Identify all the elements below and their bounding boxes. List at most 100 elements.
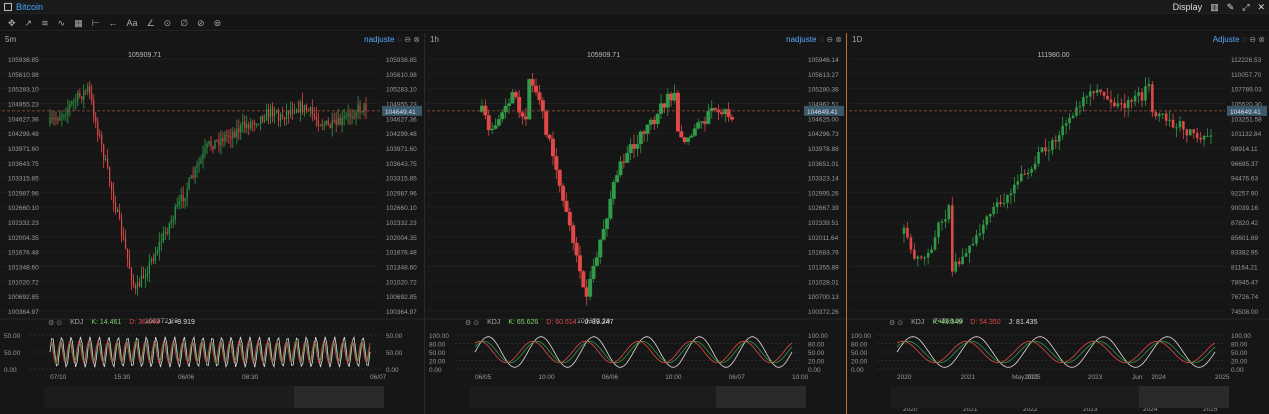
candle-body (574, 242, 579, 256)
x-sub-tick-label: Jun (1132, 374, 1143, 381)
candle-body (1006, 195, 1009, 203)
restore-icon[interactable]: ⤢ (1242, 2, 1250, 12)
candle-body (244, 122, 246, 128)
candle-body (978, 233, 982, 236)
timeframe-selector[interactable]: 1h (430, 35, 439, 44)
candle-body (1051, 140, 1054, 151)
chart-panel-5m[interactable]: 5m nadjuste ◌ ⊖ ⊗ 105938.85 105938.85 105610.… (0, 33, 424, 414)
y-tick-label: 105938.85 (386, 57, 417, 64)
adjust-selector[interactable]: nadjuste ◌ ⊖ ⊗ (364, 35, 420, 44)
scroller-thumb[interactable] (1139, 386, 1229, 408)
drawing-tool-icon[interactable]: ⊚ (213, 18, 222, 28)
panel-header: 5m nadjuste ◌ ⊖ ⊗ (0, 33, 424, 45)
candle-body (1157, 113, 1161, 117)
adjust-selector[interactable]: nadjuste ◌ ⊖ ⊗ (786, 35, 842, 44)
candle-body (339, 118, 341, 125)
candle-body (85, 90, 87, 92)
candle-body (933, 237, 937, 250)
candle-body (999, 202, 1002, 204)
candle-body (317, 119, 319, 126)
timeframe-selector[interactable]: 1D (852, 35, 863, 44)
drawing-tool-icon[interactable]: Aa (126, 18, 138, 28)
candle-body (176, 204, 178, 207)
adjust-label[interactable]: nadjuste (364, 35, 395, 44)
window-icon[interactable] (4, 3, 12, 11)
overview-year-label: 2025 (1203, 406, 1218, 413)
candle-body (222, 138, 224, 142)
range-scroller[interactable] (469, 386, 806, 408)
candle-body (1085, 96, 1089, 98)
price-chart[interactable]: 112226.53 110057.70 107789.03 105520.30 1032… (847, 33, 1269, 414)
candle-body (648, 119, 653, 125)
y-tick-label: 101348.60 (386, 265, 417, 272)
candle-body (985, 216, 989, 225)
candle-body (642, 131, 647, 134)
drawing-tool-icon[interactable]: ↗ (24, 18, 33, 28)
layout-icon[interactable]: ▥ (1210, 2, 1219, 12)
candle-body (638, 131, 643, 144)
adjust-selector[interactable]: Adjuste ◌ ⊖ ⊗ (1213, 35, 1265, 44)
last-price-label: 104649.41 (385, 109, 416, 116)
drawing-tool-icon[interactable]: ✥ (8, 18, 16, 28)
candle-body (584, 287, 589, 297)
y-tick-label: 96695.37 (1231, 161, 1258, 168)
range-scroller[interactable] (891, 386, 1229, 408)
drawing-tool-icon[interactable]: ∅ (180, 18, 189, 28)
x-tick-label: 06/06 (602, 374, 619, 381)
candle-body (564, 200, 569, 212)
timeframe-selector[interactable]: 5m (5, 35, 17, 44)
candle-body (77, 92, 79, 101)
candle-body (625, 153, 630, 163)
panel-controls-icon[interactable]: ◌ ⊖ ⊗ (397, 35, 420, 44)
candle-body (665, 93, 670, 108)
candle-body (212, 146, 214, 150)
drawing-tool-icon[interactable]: ⊙ (163, 18, 172, 28)
y-tick-label: 105610.98 (386, 72, 417, 79)
scroller-thumb[interactable] (716, 386, 806, 408)
symbol-title[interactable]: Bitcoin (16, 2, 44, 12)
adjust-label[interactable]: nadjuste (786, 35, 817, 44)
drawing-tool-icon[interactable]: ▦ (74, 18, 83, 28)
candle-body (228, 135, 230, 137)
drawing-tool-icon[interactable]: ∿ (57, 18, 66, 28)
settings-icon[interactable]: ⚙ ⊙ (465, 320, 480, 327)
x-tick-label: 10:00 (538, 374, 555, 381)
candle-body (954, 261, 958, 272)
candle-body (957, 261, 961, 265)
settings-icon[interactable]: ⚙ ⊙ (889, 320, 904, 327)
candle-body (1016, 181, 1020, 185)
range-scroller[interactable] (44, 386, 384, 408)
candle-body (1047, 150, 1051, 152)
panel-controls-icon[interactable]: ◌ ⊖ ⊗ (1242, 35, 1265, 44)
close-icon[interactable]: ✕ (1257, 2, 1265, 12)
kdj-tick-label: 50.00 (386, 333, 403, 340)
scroller-thumb[interactable] (294, 386, 384, 408)
candle-body (357, 104, 359, 113)
candle-body (513, 92, 518, 97)
kdj-line (49, 339, 371, 365)
candle-body (1030, 169, 1033, 173)
drawing-tool-icon[interactable]: ≋ (41, 18, 49, 28)
candle-body (1092, 91, 1096, 93)
candle-body (180, 195, 182, 202)
chart-panel-1d[interactable]: 1D Adjuste ◌ ⊖ ⊗ 112226.53 110057.70 107789.0… (847, 33, 1269, 414)
settings-icon[interactable]: ⚙ ⊙ (48, 320, 63, 327)
candle-body (260, 116, 262, 124)
chart-panel-1h[interactable]: 1h nadjuste ◌ ⊖ ⊗ 105946.14 105613.27 105280.… (425, 33, 846, 414)
candle-body (271, 107, 274, 117)
drawing-tool-icon[interactable]: ← (108, 18, 118, 28)
drawing-tool-icon[interactable]: ⊢ (91, 18, 100, 28)
price-chart[interactable]: 105946.14105613.27105280.38104962.511046… (425, 33, 846, 414)
adjust-label[interactable]: Adjuste (1212, 35, 1240, 44)
display-menu[interactable]: Display (1172, 2, 1203, 12)
kdj-d-value: D: 54.350 (970, 319, 1001, 326)
price-chart[interactable]: 105938.85 105938.85 105610.98 105610.98 1052… (0, 33, 424, 414)
edit-icon[interactable]: ✎ (1226, 2, 1235, 12)
drawing-tool-icon[interactable]: ⊘ (197, 18, 205, 28)
candle-body (208, 141, 210, 144)
panel-controls-icon[interactable]: ◌ ⊖ ⊗ (819, 35, 842, 44)
candle-body (1102, 91, 1106, 96)
y-tick-label-left: 104627.36 (8, 116, 39, 123)
candle-body (202, 153, 204, 160)
drawing-tool-icon[interactable]: ∠ (146, 18, 155, 28)
